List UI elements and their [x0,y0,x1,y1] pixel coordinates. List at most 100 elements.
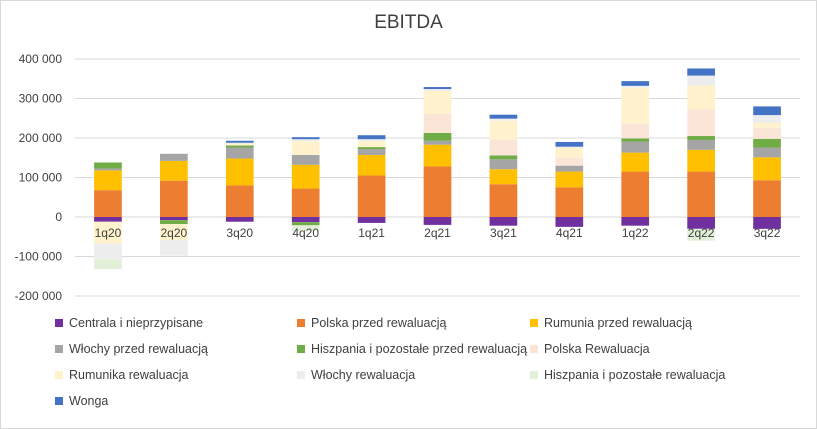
legend-label: Włochy przed rewaluacją [69,342,208,356]
bar-segment [291,225,320,232]
legend-swatch [530,319,538,327]
bar-segment [225,185,254,217]
bar-segment [357,154,386,176]
bar-segment [225,140,254,143]
bar-segment [555,141,584,147]
bar-segment [357,175,386,217]
y-tick-label: 200 000 [19,131,63,145]
legend-label: Rumunia przed rewaluacją [544,316,692,330]
bar-segment [687,75,715,86]
legend-item: Hiszpania i pozostałe rewaluacja [530,368,725,382]
bar-segment [423,89,452,91]
bar-segment [357,149,386,155]
bar-segment [357,147,386,150]
bar-segment [357,135,386,140]
bar-segment [225,143,254,146]
bar-segment [160,239,188,256]
bar-segment [489,114,518,119]
bar-segment [621,171,650,217]
bar-segment [753,127,781,139]
bar-segment [94,217,122,222]
bar-segment [687,85,715,110]
bar-segment [291,164,320,189]
bar-segment [489,139,518,156]
bar-segment [621,123,650,139]
bar-segment [489,159,518,170]
x-tick-label: 3q20 [226,226,253,240]
chart-title: EBITDA [374,12,443,33]
bar-segment [687,228,715,241]
bar-segment [291,139,320,142]
bar-segment [489,155,518,160]
legend-label: Hiszpania i pozostałe przed rewaluacją [311,342,528,356]
bar-segment [423,132,452,141]
bar-segment [94,170,122,191]
legend-label: Wonga [69,394,109,408]
bar-segment [555,217,584,227]
bar-segment [291,188,320,217]
x-tick-label: 4q20 [292,226,319,240]
bar-segment [423,90,452,114]
x-tick-label: 2q20 [161,226,188,240]
legend-swatch [297,319,305,327]
x-tick-label: 2q22 [688,226,715,240]
legend-item: Hiszpania i pozostałe przed rewaluacją [297,342,527,356]
bar-segment [291,222,320,226]
bar-segment [753,138,781,148]
x-tick-label: 3q22 [754,226,781,240]
x-tick-label: 1q21 [358,226,385,240]
bar-segment [423,140,452,145]
bar-segment [423,217,452,225]
bar-segment [94,259,122,270]
legend-label: Centrala i nieprzypisane [69,316,204,330]
legend-item: Centrala i nieprzypisane [55,316,203,330]
bar-segment [291,154,320,165]
bar-segment [160,153,188,161]
x-tick-label: 3q21 [490,226,517,240]
legend-item: Wonga [55,394,108,408]
y-tick-label: 300 000 [19,92,63,106]
x-tick-label: 4q21 [556,226,583,240]
bar-segment [160,220,188,225]
legend-item: Polska przed rewaluacją [297,316,447,330]
bar-segment [621,81,650,86]
bar-segment [621,217,650,226]
bar-segment [94,190,122,217]
bar-segment [94,221,122,244]
bar-segment [489,217,518,226]
legend-label: Polska Rewaluacja [544,342,650,356]
bar-segment [225,142,254,144]
bar-segment [621,141,650,153]
legend-swatch [55,319,63,327]
legend-item: Rumunia przed rewaluacją [530,316,692,330]
bar-segment [621,87,650,124]
bar-segment [357,139,386,142]
bar-segment [291,141,320,155]
bar-segment [291,217,320,223]
legend-swatch [530,371,538,379]
bar-segment [423,144,452,167]
legend-label: Włochy rewaluacja [311,368,416,382]
bar-segment [753,147,781,158]
legend-label: Rumunika rewaluacja [69,368,189,382]
legend-swatch [297,345,305,353]
bar-segment [555,157,584,166]
bar-segment [555,147,584,158]
x-tick-label: 1q22 [622,226,649,240]
bar-segment [753,180,781,217]
bar-segment [555,187,584,217]
bar-segment [225,145,254,148]
legend-item: Rumunika rewaluacja [55,368,189,382]
bar-segment [160,180,188,217]
y-tick-label: 0 [55,210,62,224]
bar-segment [621,138,650,142]
bar-segment [555,171,584,188]
legend-item: Włochy przed rewaluacją [55,342,208,356]
bar-segment [94,243,122,260]
bar-segment [687,171,715,217]
bar-segment [225,147,254,159]
x-tick-label: 1q20 [95,226,122,240]
bar-segment [687,109,715,137]
legend-item: Włochy rewaluacja [297,368,415,382]
